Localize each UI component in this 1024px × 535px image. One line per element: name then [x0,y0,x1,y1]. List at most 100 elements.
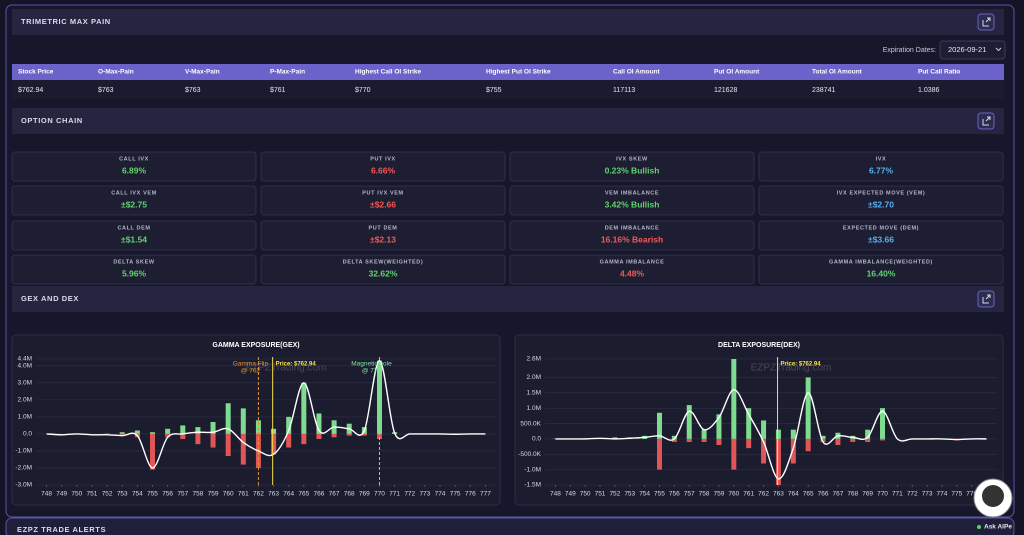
metric-label: VEM IMBALANCE [605,190,659,196]
bar [286,433,292,448]
x-tick-label: 767 [329,491,340,498]
metric-value: 4.48% [620,268,645,278]
bar [701,438,707,442]
open-icon [982,17,991,27]
bar [119,433,125,435]
x-tick-label: 757 [684,491,695,498]
bar [731,359,737,439]
x-tick-label: 759 [714,491,725,498]
table-header-cell: Total OI Amount [812,69,863,76]
x-tick-label: 750 [580,491,591,498]
metric-label: IVX SKEW [616,156,648,162]
x-tick-label: 764 [788,491,799,498]
metric-value: ±$2.66 [370,199,396,209]
table-header-cell: Highest Call OI Strike [355,69,421,76]
watermark: EZPZTrading.com [751,363,832,374]
y-tick-label: 2.6M [527,356,541,363]
x-tick-label: 757 [177,491,188,498]
metric-label: GAMMA IMBALANCE(WEIGHTED) [829,259,933,265]
bar [210,422,216,434]
metric-label: IVX [876,156,887,162]
metric-card [11,151,257,182]
metric-value: 6.77% [869,165,894,175]
metric-label: CALL IVX VEM [111,190,157,196]
y-tick-label: 1.5M [527,390,541,397]
x-tick-label: 770 [374,491,385,498]
metric-label: GAMMA IMBALANCE [600,259,665,265]
x-tick-label: 771 [892,491,903,498]
metric-value: ±$2.13 [370,234,396,244]
bar [195,433,201,445]
bar [761,420,767,439]
metric-card [11,220,257,251]
metric-card [260,151,506,182]
x-tick-label: 764 [283,491,294,498]
x-tick-label: 768 [847,491,858,498]
y-tick-label: -1.0M [524,466,541,473]
metric-value: ±$2.75 [121,199,147,209]
metric-card [758,185,1004,216]
table-cell: 238741 [812,87,835,94]
bar [731,438,737,470]
x-tick-label: 748 [41,491,52,498]
watermark: EZPZTrading.com [246,363,327,374]
bar [301,382,307,434]
x-tick-label: 776 [465,491,476,498]
metric-value: 16.16% Bearish [601,234,663,244]
bar [180,425,186,434]
metric-card [11,254,257,285]
bar [271,433,277,455]
x-tick-label: 751 [87,491,98,498]
metric-card [758,220,1004,251]
bar [195,427,201,434]
x-tick-label: 762 [758,491,769,498]
y-tick-label: -1.5M [524,482,541,489]
expiration-select[interactable] [939,40,1006,60]
x-tick-label: 754 [639,491,650,498]
metric-card [509,151,755,182]
section-title: OPTION CHAIN [21,116,83,125]
table-cell: $761 [270,87,286,94]
x-tick-label: 755 [654,491,665,498]
bar [240,408,246,434]
x-tick-label: 748 [550,491,561,498]
x-tick-label: 758 [192,491,203,498]
metric-value: 6.89% [122,165,147,175]
metric-label: DELTA SKEW(WEIGHTED) [343,259,424,265]
bar [656,412,662,439]
annotation-label: Gamma Flip [233,361,269,368]
assistant-face [982,485,1004,507]
y-tick-label: 2.0M [18,397,32,404]
y-tick-label: 0.0 [532,436,541,443]
assistant-label: Ask AIPe [984,524,1012,531]
table-row [12,80,1004,99]
alerts-panel [5,517,1015,535]
x-tick-label: 773 [419,491,430,498]
section-header [12,108,1004,134]
bar [671,438,677,442]
bar [761,438,767,464]
net-line [46,360,486,469]
x-tick-label: 774 [937,491,948,498]
metric-card [260,185,506,216]
table-cell: $755 [486,87,502,94]
metric-label: PUT IVX VEM [362,190,403,196]
bar [671,435,677,439]
y-tick-label: -3.0M [15,482,32,489]
metric-value: ±$1.54 [121,234,147,244]
x-tick-label: 756 [162,491,173,498]
y-tick-label: -2.0M [15,465,32,472]
table-header-cell: V-Max-Pain [185,69,220,76]
metric-label: CALL DEM [117,225,150,231]
y-tick-label: 2.0M [527,374,541,381]
y-tick-label: -1.0M [15,448,32,455]
bar [746,408,752,439]
metric-value: 6.66% [371,165,396,175]
expiration-label: Expiration Dates: [883,47,936,54]
metric-value: 16.40% [867,268,896,278]
x-tick-label: 752 [609,491,620,498]
metric-label: EXPECTED MOVE (DEM) [843,225,919,231]
x-tick-label: 767 [832,491,843,498]
x-tick-label: 766 [818,491,829,498]
